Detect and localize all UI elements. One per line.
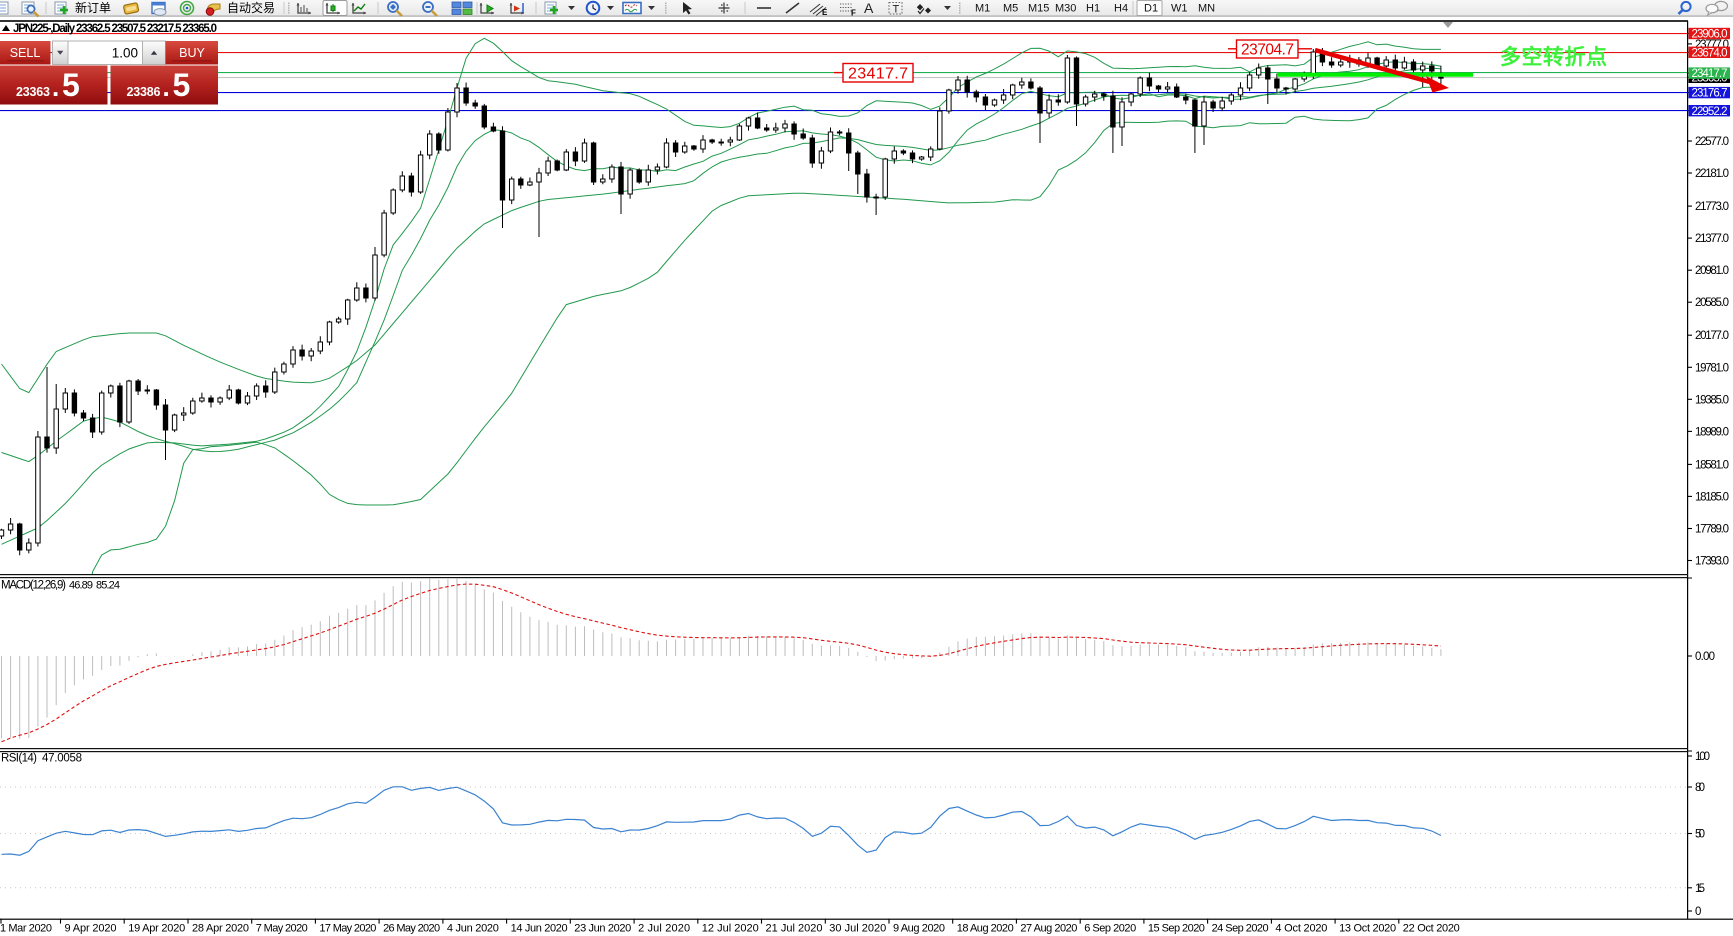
svg-text:17789.0: 17789.0 [1695, 524, 1729, 536]
svg-text:SELL: SELL [10, 46, 41, 60]
svg-text:20177.0: 20177.0 [1695, 330, 1729, 342]
svg-text:H4: H4 [1114, 3, 1128, 15]
svg-text:46.89: 46.89 [69, 580, 93, 592]
svg-text:.: . [163, 72, 170, 102]
svg-text:5: 5 [62, 67, 80, 103]
svg-text:100: 100 [1695, 751, 1710, 763]
svg-text:15: 15 [1695, 883, 1705, 895]
svg-text:24 Sep 2020: 24 Sep 2020 [1212, 923, 1269, 935]
svg-text:50: 50 [1695, 829, 1705, 841]
svg-text:BUY: BUY [179, 46, 205, 60]
svg-text:RSI(14): RSI(14) [1, 753, 37, 765]
svg-text:F: F [851, 9, 856, 18]
svg-text:23704.7: 23704.7 [1241, 42, 1294, 59]
svg-text:17393.0: 17393.0 [1695, 556, 1729, 568]
svg-text:W1: W1 [1171, 3, 1188, 15]
svg-text:0.00: 0.00 [1695, 651, 1715, 663]
svg-text:23363: 23363 [16, 85, 50, 99]
svg-text:22952.2: 22952.2 [1692, 106, 1728, 118]
svg-text:D1: D1 [1144, 3, 1158, 15]
svg-text:M1: M1 [975, 3, 990, 15]
svg-text:9 Apr 2020: 9 Apr 2020 [65, 923, 117, 935]
svg-text:0: 0 [1695, 906, 1701, 918]
svg-text:20981.0: 20981.0 [1695, 265, 1729, 277]
svg-text:23417.7: 23417.7 [1692, 68, 1728, 80]
svg-text:H1: H1 [1086, 3, 1100, 15]
svg-text:6 Sep 2020: 6 Sep 2020 [1084, 923, 1136, 935]
svg-text:9 Aug 2020: 9 Aug 2020 [893, 923, 945, 935]
svg-text:M5: M5 [1003, 3, 1018, 15]
svg-text:4 Oct 2020: 4 Oct 2020 [1275, 923, 1327, 935]
svg-text:MACD(12,26,9): MACD(12,26,9) [1, 580, 66, 592]
svg-text:19385.0: 19385.0 [1695, 394, 1729, 406]
svg-text:17 May 2020: 17 May 2020 [319, 923, 376, 935]
svg-text:2 Jul 2020: 2 Jul 2020 [638, 923, 690, 935]
svg-text:26 May 2020: 26 May 2020 [383, 923, 440, 935]
svg-text:7 May 2020: 7 May 2020 [256, 923, 308, 935]
svg-text:21377.0: 21377.0 [1695, 233, 1729, 245]
svg-text:JPN225-,Daily 23362.5 23507.5: JPN225-,Daily 23362.5 23507.5 23217.5 23… [13, 23, 217, 35]
svg-text:T: T [893, 4, 900, 16]
svg-text:19781.0: 19781.0 [1695, 362, 1729, 374]
svg-text:.: . [52, 72, 59, 102]
svg-text:19 Apr 2020: 19 Apr 2020 [128, 923, 185, 935]
svg-text:E: E [822, 8, 828, 17]
svg-text:M15: M15 [1028, 3, 1049, 15]
svg-text:27 Aug 2020: 27 Aug 2020 [1020, 923, 1077, 935]
svg-text:47.0058: 47.0058 [42, 753, 82, 765]
svg-text:20585.0: 20585.0 [1695, 297, 1729, 309]
svg-text:18 Aug 2020: 18 Aug 2020 [957, 923, 1014, 935]
svg-text:21773.0: 21773.0 [1695, 201, 1729, 213]
svg-text:自动交易: 自动交易 [227, 0, 275, 15]
svg-text:22 Oct 2020: 22 Oct 2020 [1403, 923, 1460, 935]
svg-text:A: A [864, 0, 874, 16]
svg-text:18581.0: 18581.0 [1695, 459, 1729, 471]
svg-text:M30: M30 [1055, 3, 1076, 15]
svg-text:28 Apr 2020: 28 Apr 2020 [192, 923, 249, 935]
svg-text:23386: 23386 [127, 85, 161, 99]
svg-text:5: 5 [173, 67, 191, 103]
svg-text:23417.7: 23417.7 [848, 65, 908, 82]
svg-text:23906.0: 23906.0 [1692, 29, 1728, 41]
svg-text:23176.7: 23176.7 [1692, 88, 1728, 100]
svg-text:18185.0: 18185.0 [1695, 491, 1729, 503]
svg-text:13 Oct 2020: 13 Oct 2020 [1339, 923, 1396, 935]
svg-text:4 Jun 2020: 4 Jun 2020 [447, 923, 499, 935]
svg-text:1.00: 1.00 [112, 46, 138, 61]
svg-text:23674.0: 23674.0 [1692, 47, 1728, 59]
svg-text:22577.0: 22577.0 [1695, 136, 1729, 148]
svg-text:12 Jul 2020: 12 Jul 2020 [702, 923, 759, 935]
svg-text:80: 80 [1695, 782, 1705, 794]
svg-text:MN: MN [1198, 3, 1215, 15]
svg-text:23 Jun 2020: 23 Jun 2020 [574, 923, 631, 935]
svg-text:22181.0: 22181.0 [1695, 168, 1729, 180]
svg-text:多空转折点: 多空转折点 [1500, 45, 1607, 69]
svg-text:21 Jul 2020: 21 Jul 2020 [766, 923, 823, 935]
svg-text:30 Jul 2020: 30 Jul 2020 [829, 923, 886, 935]
svg-text:18989.0: 18989.0 [1695, 426, 1729, 438]
svg-text:新订单: 新订单 [75, 0, 111, 15]
svg-text:1 Mar 2020: 1 Mar 2020 [0, 923, 52, 935]
svg-text:85.24: 85.24 [96, 580, 120, 592]
svg-text:15 Sep 2020: 15 Sep 2020 [1148, 923, 1205, 935]
svg-text:14 Jun 2020: 14 Jun 2020 [511, 923, 568, 935]
